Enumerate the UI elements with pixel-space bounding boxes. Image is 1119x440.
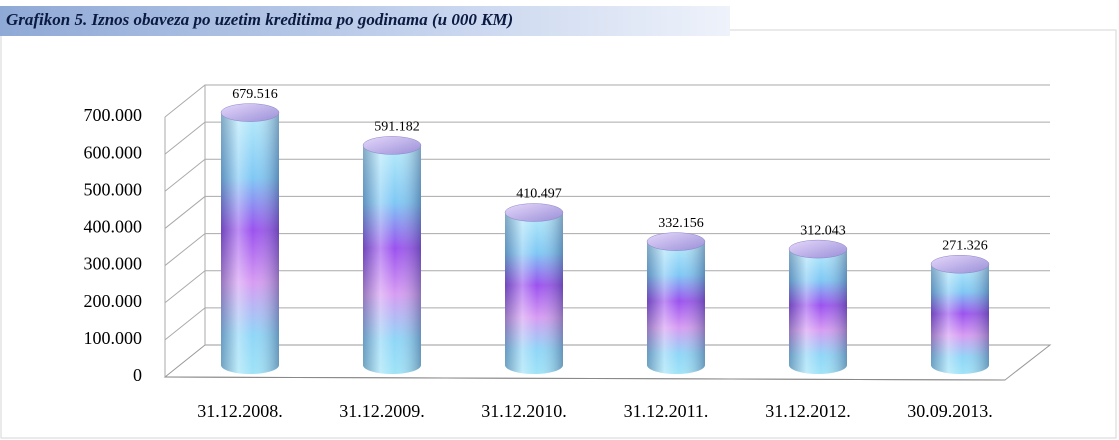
y-tick-label: 600.000 [84,142,143,162]
x-tick-label: 31.12.2011. [624,401,709,421]
floor [163,344,1052,381]
bar-shade [221,112,279,375]
value-label: 679.516 [232,87,278,102]
bar-shade [647,241,705,374]
y-tick-label: 200.000 [84,291,143,311]
x-tick-label: 31.12.2012. [765,401,851,421]
x-tick-label: 31.12.2009. [339,401,425,421]
bar-top [646,232,706,251]
y-tick-label: 100.000 [84,328,143,348]
grid-line [164,307,1050,341]
bar-top [362,136,422,155]
x-tick-label: 31.12.2010. [481,401,567,421]
grid-line [164,195,1050,229]
grid-line [164,270,1050,304]
y-tick-label: 0 [133,365,142,385]
x-tick-label: 30.09.2013. [907,401,993,421]
bar-top [220,103,280,122]
x-tick-label: 31.12.2008. [197,401,283,421]
bar-shade [363,145,421,374]
value-label: 410.497 [516,187,562,202]
chart-title: Grafikon 5. Iznos obaveza po uzetim kred… [6,10,513,29]
value-label: 591.182 [374,120,420,135]
plot-area [163,344,1052,381]
x-axis-line [164,376,1006,381]
bar-shade [931,264,989,374]
bar-top [788,239,848,259]
grid-line [164,158,1050,192]
y-tick-label: 700.000 [84,105,143,125]
value-label: 271.326 [942,238,988,253]
bar-shade [505,212,563,374]
y-tick-label: 500.000 [84,179,143,199]
grid-line [164,233,1050,266]
y-tick-label: 400.000 [84,217,143,237]
bar-shade [789,249,847,374]
value-label: 332.156 [658,216,704,231]
y-tick-label: 300.000 [84,254,143,274]
title-background [0,6,730,36]
bar-top [504,203,564,222]
grid-line [164,84,1050,118]
bar-top [930,254,990,274]
grid-line [164,121,1050,155]
value-label: 312.043 [800,223,846,238]
